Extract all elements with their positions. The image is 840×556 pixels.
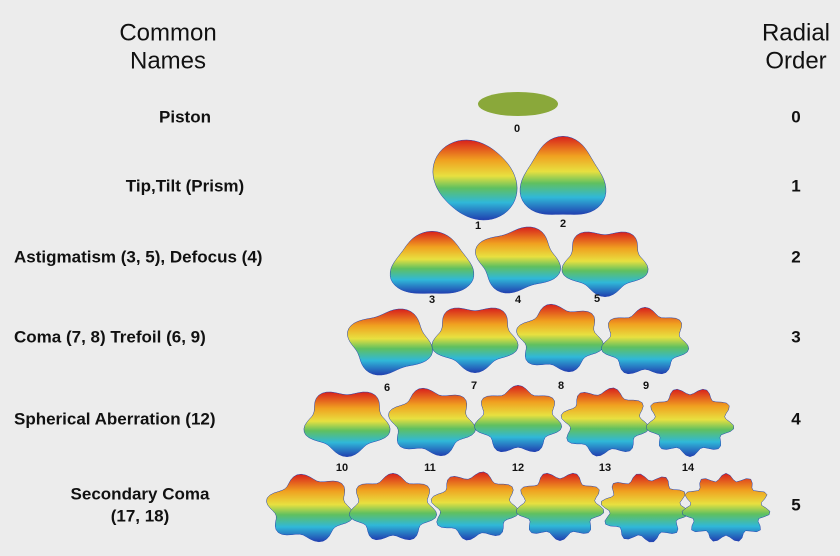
term-index: 1 xyxy=(475,220,481,232)
radial-order: 1 xyxy=(791,176,800,195)
row-name: Astigmatism (3, 5), Defocus (4) xyxy=(14,247,262,266)
term-index: 10 xyxy=(336,462,348,474)
term-index: 6 xyxy=(384,382,390,394)
row-name: Coma (7, 8) Trefoil (6, 9) xyxy=(14,327,206,346)
term-index: 13 xyxy=(599,462,611,474)
header-order: Radial xyxy=(762,19,830,46)
term-index: 3 xyxy=(429,294,435,306)
radial-order: 5 xyxy=(791,495,800,514)
term-index: 2 xyxy=(560,218,566,230)
piston-surface xyxy=(478,92,558,116)
term-index: 7 xyxy=(471,380,477,392)
row-name: Secondary Coma xyxy=(71,484,210,503)
figure: Common Names Radial Order Piston 0 0 Tip,Ti… xyxy=(0,0,840,556)
term-index: 14 xyxy=(682,462,695,474)
term-index: 12 xyxy=(512,462,524,474)
row-name: Tip,Tilt (Prism) xyxy=(126,176,244,195)
radial-order: 2 xyxy=(791,247,800,266)
header-names: Names xyxy=(130,47,206,74)
term-index: 0 xyxy=(514,123,520,135)
header-order: Order xyxy=(765,47,826,74)
radial-order: 0 xyxy=(791,107,800,126)
term-index: 11 xyxy=(424,462,436,474)
term-index: 4 xyxy=(515,294,522,306)
row-name: (17, 18) xyxy=(111,506,170,525)
row-name: Piston xyxy=(159,107,211,126)
term-index: 9 xyxy=(643,380,649,392)
row-name: Spherical Aberration (12) xyxy=(14,409,216,428)
header-names: Common xyxy=(119,19,216,46)
term-index: 5 xyxy=(594,293,600,305)
radial-order: 4 xyxy=(791,409,801,428)
radial-order: 3 xyxy=(791,327,800,346)
term-index: 8 xyxy=(558,380,564,392)
